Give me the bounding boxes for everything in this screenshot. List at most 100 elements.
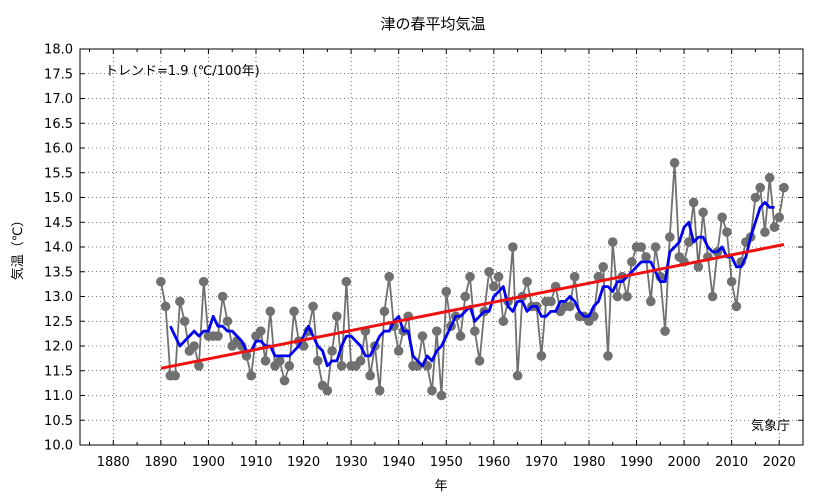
annual-point <box>522 276 532 287</box>
annual-point <box>384 271 394 282</box>
annual-point <box>284 361 295 371</box>
x-tick-label: 1900 <box>192 455 225 470</box>
annual-point <box>332 311 342 322</box>
y-tick-label: 17.5 <box>44 67 73 82</box>
annual-point <box>764 172 775 183</box>
x-tick-label: 1920 <box>287 455 320 470</box>
x-tick-label: 2010 <box>715 455 748 470</box>
y-tick-label: 11.0 <box>44 389 73 404</box>
annual-point <box>427 385 437 396</box>
y-tick-label: 14.0 <box>44 241 73 256</box>
annual-point <box>279 375 290 386</box>
annual-point <box>393 346 404 356</box>
x-tick-label: 2020 <box>763 455 796 470</box>
annual-point <box>641 252 651 262</box>
annual-point <box>365 370 375 381</box>
annual-point <box>493 271 504 282</box>
annual-point <box>755 182 765 193</box>
annual-point <box>374 385 385 396</box>
x-tick-label: 1880 <box>97 455 130 470</box>
x-axis-label: 年 <box>434 479 447 494</box>
annual-point <box>726 276 737 287</box>
annual-point <box>265 306 276 317</box>
x-tick-label: 1980 <box>572 455 605 470</box>
annual-point <box>669 158 680 168</box>
annual-point <box>660 326 670 336</box>
plot-frame <box>79 48 804 446</box>
annual-point <box>593 271 604 282</box>
x-tick-label: 1890 <box>144 455 177 470</box>
annual-point <box>274 356 285 366</box>
annual-point <box>170 370 180 381</box>
y-tick-label: 10.5 <box>44 414 73 429</box>
annual-point <box>246 370 257 381</box>
y-axis-label: 気温（℃） <box>10 214 26 281</box>
annual-point <box>417 331 428 341</box>
x-tick-label: 1950 <box>430 455 463 470</box>
annual-point <box>189 341 199 351</box>
annual-point <box>213 331 223 341</box>
annual-point <box>474 356 485 366</box>
annual-point <box>603 351 613 361</box>
annual-point <box>336 361 347 371</box>
annual-point <box>260 356 271 366</box>
x-tick-label: 2000 <box>668 455 701 470</box>
annual-point <box>722 227 732 237</box>
y-tick-label: 14.5 <box>44 216 73 231</box>
annual-point <box>569 271 580 282</box>
annual-point <box>622 291 632 302</box>
annual-point <box>465 271 475 282</box>
annual-point <box>179 316 190 327</box>
annual-point <box>379 306 390 317</box>
annual-point <box>760 227 770 237</box>
chart-title: 津の春平均気温 <box>380 15 485 33</box>
x-tick-label: 1910 <box>239 455 272 470</box>
annual-point <box>327 346 337 356</box>
annual-point <box>698 207 708 218</box>
annual-point <box>665 232 675 242</box>
annual-point <box>598 262 609 272</box>
annual-point <box>498 316 509 327</box>
annual-point <box>241 351 252 361</box>
annual-point <box>607 237 618 247</box>
x-tick-label: 1960 <box>477 455 510 470</box>
annual-point <box>546 296 556 307</box>
annual-point <box>684 237 694 247</box>
annual-point <box>198 276 209 287</box>
source-label: 気象庁 <box>751 418 790 434</box>
annual-point <box>160 301 171 312</box>
annual-point <box>431 326 442 336</box>
y-tick-label: 16.0 <box>44 142 73 157</box>
annual-point <box>222 316 233 327</box>
annual-point <box>217 291 228 302</box>
annual-point <box>469 326 480 336</box>
y-tick-label: 11.5 <box>44 364 73 379</box>
annual-point <box>636 242 647 252</box>
series-layer <box>156 158 789 401</box>
y-tick-label: 17.0 <box>44 92 73 107</box>
trend-label: トレンド=1.9 (℃/100年) <box>105 64 260 79</box>
annual-point <box>308 301 318 312</box>
annual-point <box>460 291 471 302</box>
annual-point <box>779 182 789 193</box>
trend-line <box>160 243 785 370</box>
annual-point <box>612 291 623 302</box>
annual-point <box>441 286 452 297</box>
axis-ticks: 10.0 10.5 11.0 11.5 12.0 12.5 13.0 13.5 14.0 14.5… <box>44 43 804 470</box>
y-tick-label: 13.0 <box>44 290 73 305</box>
annual-point <box>774 212 785 223</box>
annual-point <box>436 390 447 401</box>
annual-point <box>650 242 661 252</box>
annual-point <box>175 296 185 307</box>
annual-point <box>355 356 366 366</box>
annual-point <box>194 361 204 371</box>
annual-point <box>484 266 494 277</box>
annual-point <box>688 197 699 208</box>
x-tick-label: 1940 <box>382 455 415 470</box>
x-tick-label: 1930 <box>335 455 368 470</box>
annual-point <box>455 331 466 341</box>
y-tick-label: 15.5 <box>44 166 73 181</box>
annual-point <box>565 301 575 312</box>
annual-point <box>341 276 352 287</box>
x-tick-label: 1990 <box>620 455 653 470</box>
